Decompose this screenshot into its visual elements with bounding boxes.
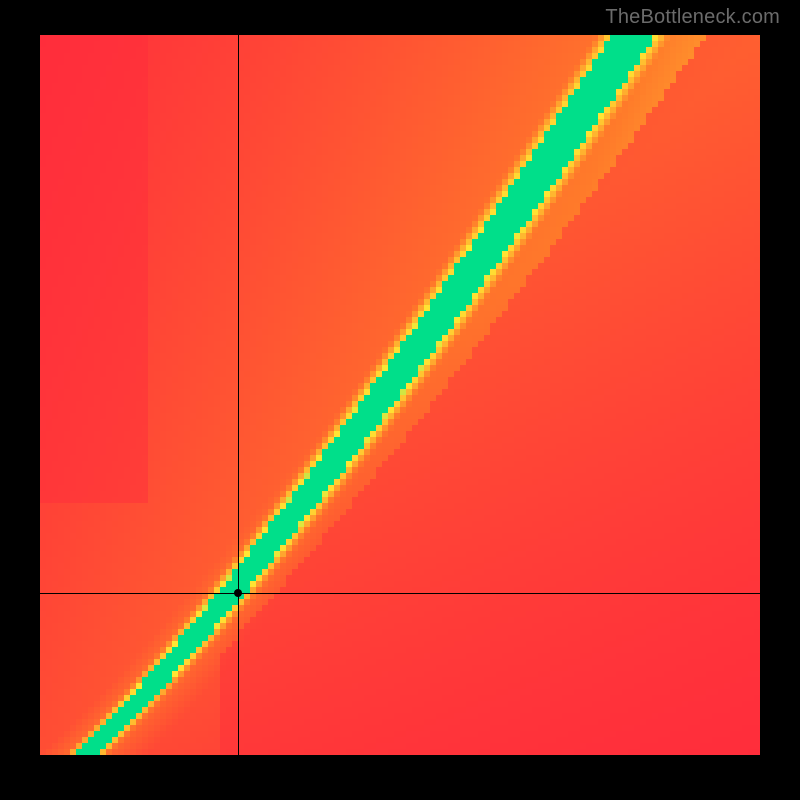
heatmap-canvas	[40, 35, 760, 755]
bottleneck-heatmap	[40, 35, 760, 755]
watermark-text: TheBottleneck.com	[605, 6, 780, 29]
